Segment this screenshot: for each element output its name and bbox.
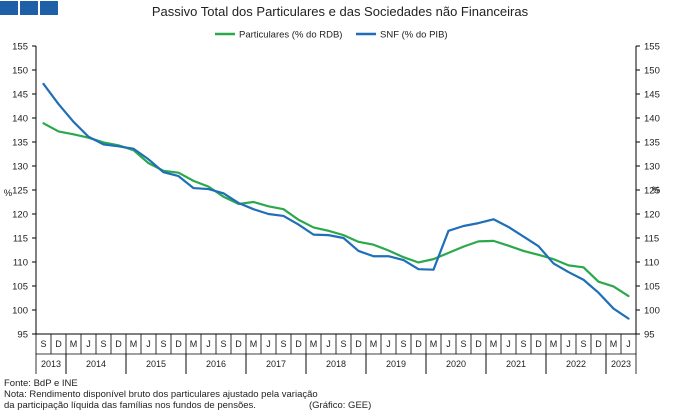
x-tick-label-quarter: S bbox=[100, 339, 106, 349]
x-tick-label-quarter: J bbox=[386, 339, 391, 349]
series-line-snf bbox=[42, 82, 630, 320]
x-tick-label-quarter: J bbox=[566, 339, 571, 349]
y-tick-label-left: 125 bbox=[12, 186, 28, 197]
x-tick-label-quarter: S bbox=[280, 339, 286, 349]
y-tick-label-right: 105 bbox=[644, 282, 660, 293]
y-tick-label-left: 145 bbox=[12, 90, 28, 101]
x-tick-label-quarter: D bbox=[55, 339, 62, 349]
y-tick-label-right: 120 bbox=[644, 210, 660, 221]
line-chart: 95 95 100 100 105 105 110 110 115 115 120 120 125 125… bbox=[4, 30, 661, 374]
legend-label: SNF (% do PIB) bbox=[380, 30, 448, 41]
series-line-particulares bbox=[42, 122, 630, 298]
x-tick-label-quarter: D bbox=[235, 339, 242, 349]
y-tick-label-left: 130 bbox=[12, 162, 28, 173]
logo-block bbox=[0, 1, 18, 15]
x-tick-label-quarter: J bbox=[626, 339, 631, 349]
x-tick-label-year: 2017 bbox=[266, 359, 286, 369]
y-axis-label-left: % bbox=[4, 188, 13, 199]
x-tick-label-quarter: D bbox=[415, 339, 422, 349]
x-tick-label-quarter: S bbox=[40, 339, 46, 349]
chart-title: Passivo Total dos Particulares e das Soc… bbox=[151, 4, 529, 19]
x-tick-label-year: 2019 bbox=[386, 359, 406, 369]
y-tick-label-right: 95 bbox=[644, 330, 655, 341]
y-tick-label-right: 140 bbox=[644, 114, 660, 125]
y-tick-label-left: 140 bbox=[12, 114, 28, 125]
x-tick-label-quarter: S bbox=[520, 339, 526, 349]
note-line-1: Nota: Rendimento disponível bruto dos pa… bbox=[4, 389, 318, 400]
x-tick-label-quarter: M bbox=[610, 339, 618, 349]
x-tick-label-quarter: J bbox=[326, 339, 331, 349]
y-tick-label-right: 100 bbox=[644, 306, 660, 317]
credit-text: (Gráfico: GEE) bbox=[309, 400, 372, 411]
y-tick-label-left: 150 bbox=[12, 66, 28, 77]
x-tick-label-quarter: D bbox=[175, 339, 182, 349]
x-tick-label-quarter: J bbox=[146, 339, 151, 349]
source-text: Fonte: BdP e INE bbox=[4, 378, 78, 389]
x-tick-label-quarter: M bbox=[550, 339, 558, 349]
x-tick-label-quarter: S bbox=[580, 339, 586, 349]
y-tick-label-right: 115 bbox=[644, 234, 659, 245]
note-line-2: da participação líquida das famílias nos… bbox=[4, 400, 256, 411]
x-tick-label-year: 2015 bbox=[146, 359, 166, 369]
x-tick-label-quarter: S bbox=[400, 339, 406, 349]
x-tick-label-quarter: M bbox=[130, 339, 138, 349]
y-tick-label-right: 130 bbox=[644, 162, 660, 173]
y-tick-label-left: 105 bbox=[12, 282, 28, 293]
y-tick-label-right: 150 bbox=[644, 66, 660, 77]
x-tick-label-quarter: M bbox=[70, 339, 78, 349]
brand-logo bbox=[0, 1, 58, 15]
x-tick-label-quarter: S bbox=[460, 339, 466, 349]
x-tick-label-quarter: S bbox=[340, 339, 346, 349]
y-tick-label-left: 95 bbox=[17, 330, 28, 341]
x-tick-label-quarter: D bbox=[595, 339, 602, 349]
x-tick-label-quarter: D bbox=[355, 339, 362, 349]
y-tick-label-left: 120 bbox=[12, 210, 28, 221]
x-tick-label-quarter: M bbox=[310, 339, 318, 349]
x-tick-label-quarter: J bbox=[266, 339, 271, 349]
x-tick-label-quarter: M bbox=[370, 339, 378, 349]
x-tick-label-year: 2013 bbox=[41, 359, 61, 369]
x-tick-label-year: 2016 bbox=[206, 359, 226, 369]
y-tick-label-left: 115 bbox=[13, 234, 28, 245]
x-tick-label-year: 2014 bbox=[86, 359, 106, 369]
y-tick-label-right: 110 bbox=[644, 258, 659, 269]
x-tick-label-year: 2023 bbox=[611, 359, 631, 369]
x-tick-label-quarter: D bbox=[475, 339, 482, 349]
x-tick-label-quarter: D bbox=[535, 339, 542, 349]
x-tick-label-quarter: M bbox=[190, 339, 198, 349]
y-axis-label-right: % bbox=[652, 185, 661, 196]
x-tick-label-year: 2020 bbox=[446, 359, 466, 369]
logo-block bbox=[40, 1, 58, 15]
chart-series bbox=[42, 82, 630, 320]
legend-label: Particulares (% do RDB) bbox=[239, 30, 342, 41]
x-tick-label-quarter: M bbox=[430, 339, 438, 349]
y-tick-label-right: 155 bbox=[644, 42, 660, 53]
chart-legend: Particulares (% do RDB) SNF (% do PIB) bbox=[215, 30, 448, 41]
x-tick-label-quarter: J bbox=[446, 339, 451, 349]
x-tick-label-quarter: J bbox=[86, 339, 91, 349]
x-tick-label-quarter: S bbox=[160, 339, 166, 349]
x-tick-label-year: 2018 bbox=[326, 359, 346, 369]
y-tick-label-left: 155 bbox=[12, 42, 28, 53]
y-tick-label-right: 125 bbox=[644, 186, 660, 197]
x-tick-label-quarter: J bbox=[206, 339, 211, 349]
y-tick-label-left: 135 bbox=[12, 138, 28, 149]
x-tick-label-year: 2022 bbox=[566, 359, 586, 369]
y-tick-label-right: 135 bbox=[644, 138, 660, 149]
x-tick-label-quarter: S bbox=[220, 339, 226, 349]
chart-axes: 95 95 100 100 105 105 110 110 115 115 120 120 125 125… bbox=[4, 42, 661, 374]
x-tick-label-year: 2021 bbox=[506, 359, 526, 369]
x-tick-label-quarter: M bbox=[490, 339, 498, 349]
x-tick-label-quarter: D bbox=[115, 339, 122, 349]
x-tick-label-quarter: J bbox=[506, 339, 511, 349]
x-tick-label-quarter: D bbox=[295, 339, 302, 349]
logo-block bbox=[20, 1, 38, 15]
y-tick-label-right: 145 bbox=[644, 90, 660, 101]
x-tick-label-quarter: M bbox=[250, 339, 258, 349]
y-tick-label-left: 110 bbox=[13, 258, 28, 269]
chart-footer: Fonte: BdP e INE Nota: Rendimento dispon… bbox=[4, 378, 371, 411]
y-tick-label-left: 100 bbox=[12, 306, 28, 317]
